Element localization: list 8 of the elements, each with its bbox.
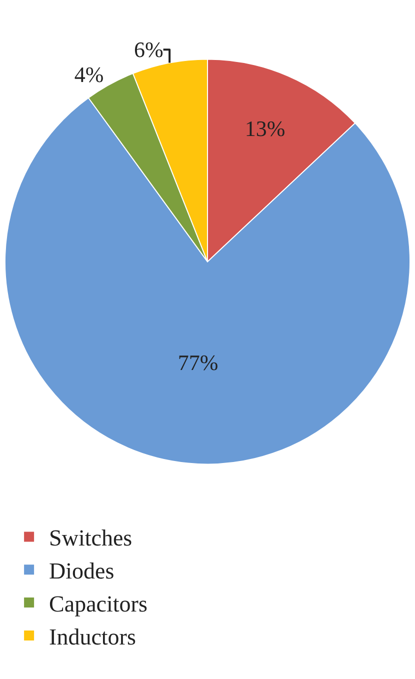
data-label: 77% (178, 350, 218, 375)
legend-label: Diodes (49, 558, 114, 584)
data-label: 6% (134, 37, 164, 62)
data-label: 4% (74, 62, 104, 88)
legend-label: Capacitors (49, 592, 148, 617)
legend-label: Inductors (49, 624, 136, 650)
data-label: 13% (244, 116, 286, 142)
legend-label: Switches (49, 526, 132, 551)
